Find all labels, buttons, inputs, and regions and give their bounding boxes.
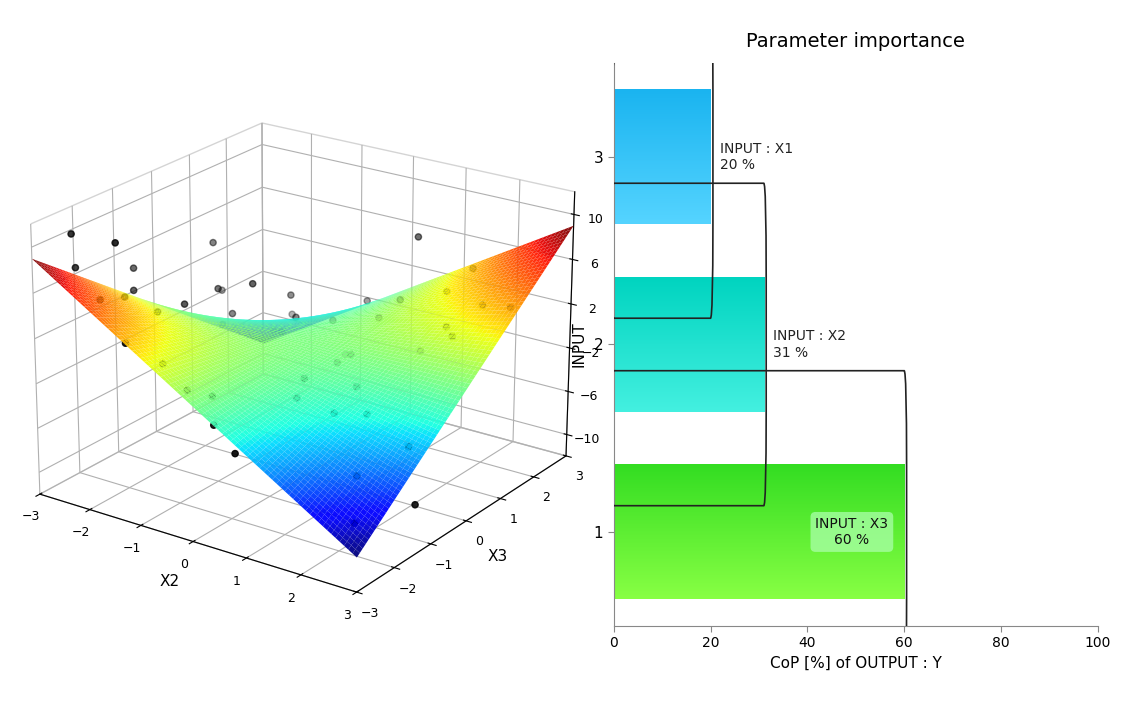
Y-axis label: X3: X3 (488, 549, 508, 564)
Title: Parameter importance: Parameter importance (747, 32, 965, 51)
X-axis label: CoP [%] of OUTPUT : Y: CoP [%] of OUTPUT : Y (770, 656, 941, 671)
Y-axis label: INPUT: INPUT (572, 321, 587, 368)
X-axis label: X2: X2 (160, 574, 180, 589)
Text: INPUT : X2
31 %: INPUT : X2 31 % (774, 330, 847, 359)
Text: INPUT : X3
60 %: INPUT : X3 60 % (815, 517, 888, 547)
Text: INPUT : X1
20 %: INPUT : X1 20 % (721, 142, 794, 172)
